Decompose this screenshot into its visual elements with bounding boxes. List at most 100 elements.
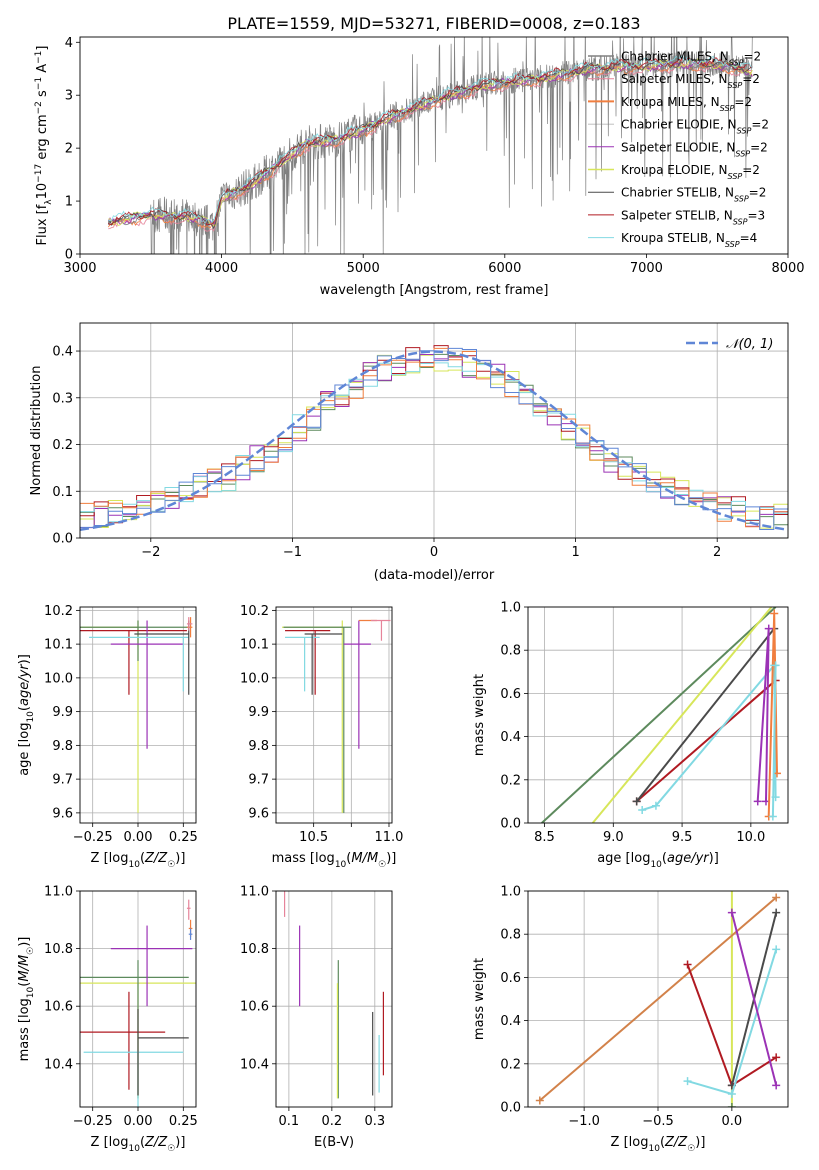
mass-weight-line [541,607,777,823]
legend-sub: SSP [737,126,752,135]
y-tick-label: 10.1 [240,638,269,653]
x-axis-label: mass [log10(M/M☉)] [272,851,397,870]
x-tick-label: 0.25 [169,1114,198,1129]
plus-marker [727,908,736,917]
label-part: M/M [17,955,32,982]
y-tick-label: 9.6 [248,806,269,821]
label-part: Flux [f [35,204,50,245]
plus-marker [651,801,660,810]
label-part: ( [17,982,32,987]
x-tick-label: 2 [713,545,721,560]
label-part: ☉ [167,1144,175,1154]
label-part: )] [695,1135,705,1150]
x-tick-label: 0.00 [124,830,153,845]
spectrum-data-line [107,37,753,254]
histogram-series [80,347,788,530]
y-tick-label: 0.0 [500,817,521,832]
y-tick-label: 11.0 [44,885,73,900]
y-tick-label: 9.9 [52,705,73,720]
mass-weight-line [636,679,777,803]
label-part: −17 [34,164,44,183]
label-part: )] [17,937,32,947]
y-tick-label: 4 [65,36,73,51]
y-tick-label: 3 [65,89,73,104]
label-part: 10 [128,1144,140,1154]
mass-weight-line [771,665,777,817]
age-vs-z-axes: −0.25 0.00 0.25 9.6 9.7 9.8 9.9 10.0 10.1 10.2 [44,604,198,845]
x-axis-label: wavelength [Angstrom, rest frame] [320,283,549,298]
axes-frame [79,606,197,824]
x-tick-label: 6000 [488,261,521,276]
figure-title: PLATE=1559, MJD=53271, FIBERID=0008, z=0… [227,14,640,33]
label-part: λ [44,199,54,205]
spectrum-lines [107,37,753,254]
x-tick-label: 7000 [630,261,663,276]
spectrum-model-line [108,57,753,230]
plus-marker [727,1103,736,1107]
x-tick-label: 0 [430,545,438,560]
mass-weight-line [756,628,770,802]
x-tick-label: 0.25 [169,830,198,845]
plus-marker [772,893,781,902]
axes-frame [79,322,789,539]
label-part: mass [log [272,851,335,866]
mass-vs-z-points [80,899,196,1107]
y-tick-label: 0.6 [500,687,521,702]
legend-entry: Kroupa MILES, NSSP=2 [621,95,752,113]
axes-frame [527,890,789,1108]
x-tick-label: 9.5 [672,830,693,845]
label-part: age/yr [667,851,710,866]
age-vs-mass-axes: 10.5 11.0 9.6 9.7 9.8 9.9 10.0 10.1 10.2 [240,604,403,845]
mass-weight-line [730,912,778,1086]
x-axis-label: Z [log10(Z/Z☉)] [91,1135,186,1154]
y-tick-label: 10.0 [240,671,269,686]
label-part: ( [660,1135,665,1150]
plots-layer: 3000 4000 5000 6000 7000 8000 0 1 2 3 4 Chabrier MI… [17,36,805,1154]
y-tick-label: 1.0 [500,885,521,900]
spectrum-model-line [108,55,753,224]
axes-frame [275,606,393,824]
legend-sub: SSP [733,217,748,226]
label-part: ☉ [378,860,386,870]
x-axis-label: Z [log10(Z/Z☉)] [91,851,186,870]
y-tick-label: 10.4 [240,1057,269,1072]
mass-weight-line [591,607,773,823]
label-part: Z [log [611,1135,649,1150]
plus-marker [771,661,780,670]
legend-entry-name: Chabrier STELIB, N [621,186,734,200]
label-part: ( [17,706,32,711]
label-part: )] [386,851,396,866]
axes-frame [79,36,789,255]
label-part: erg cm [35,114,50,163]
axes-frame [275,890,393,1108]
label-part: )] [175,1135,185,1150]
y-tick-label: 11.0 [240,885,269,900]
y-tick-label: 0.2 [52,438,73,453]
label-part: Z/Z [144,851,168,866]
mass-weight-vs-age-axes: 8.5 9.0 9.5 10.0 0.0 0.2 0.4 0.6 0.8 1.0 [500,601,788,845]
plus-marker [632,797,641,806]
x-axis-label: (data-model)/error [374,568,495,583]
label-part: 10 [128,860,140,870]
y-tick-label: 0.2 [500,773,521,788]
x-tick-label: 11.0 [375,830,404,845]
label-part: 10 [650,860,662,870]
y-tick-label: 10.0 [44,671,73,686]
label-part: A [35,64,50,77]
label-part: ( [346,851,351,866]
x-tick-label: −2 [141,545,160,560]
y-tick-label: 9.8 [248,739,269,754]
legend-nssp: =2 [751,118,769,132]
x-tick-label: −1.0 [568,1114,600,1129]
label-part: −1 [34,51,44,64]
legend-sub: SSP [725,240,740,249]
label-part: 10 [26,711,36,723]
label-part: 10 [35,183,50,200]
label-part: ( [140,851,145,866]
legend-sub: SSP [720,103,735,112]
x-tick-label: 9.0 [603,830,624,845]
x-tick-label: 0.1 [279,1114,300,1129]
y-tick-label: 10.6 [44,1000,73,1015]
y-tick-label: 9.7 [248,773,269,788]
